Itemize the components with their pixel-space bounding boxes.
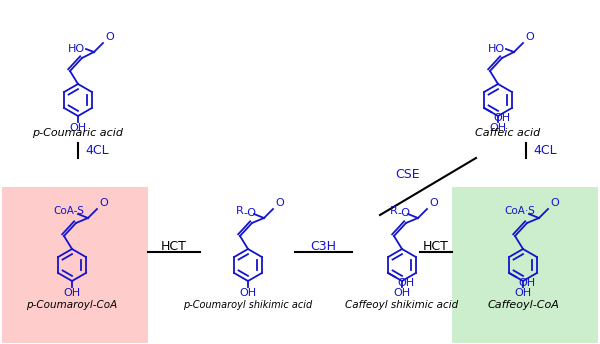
Text: OH: OH (70, 123, 86, 133)
Text: p-Coumaroyl shikimic acid: p-Coumaroyl shikimic acid (184, 300, 313, 310)
Text: O: O (275, 198, 284, 208)
Text: O: O (525, 32, 534, 42)
Text: HCT: HCT (161, 240, 187, 253)
Text: C3H: C3H (310, 240, 336, 253)
Text: R: R (236, 206, 244, 216)
Text: p-Coumaroyl-CoA: p-Coumaroyl-CoA (26, 300, 118, 310)
Text: OH: OH (397, 278, 414, 288)
Text: O: O (550, 198, 559, 208)
Text: O: O (99, 198, 108, 208)
FancyBboxPatch shape (452, 187, 598, 343)
Text: -O: -O (397, 208, 410, 218)
Text: Caffeoyl-CoA: Caffeoyl-CoA (487, 300, 559, 310)
Text: OH: OH (64, 288, 80, 298)
Text: O: O (105, 32, 114, 42)
FancyBboxPatch shape (2, 187, 148, 343)
Text: 4CL: 4CL (533, 143, 557, 157)
Text: CSE: CSE (395, 168, 421, 181)
Text: -O: -O (243, 208, 256, 218)
Text: HO: HO (68, 44, 85, 54)
Text: OH: OH (493, 113, 510, 123)
Text: OH: OH (514, 288, 532, 298)
Text: Caffeoyl shikimic acid: Caffeoyl shikimic acid (346, 300, 458, 310)
Text: O: O (429, 198, 438, 208)
Text: OH: OH (239, 288, 257, 298)
Text: R: R (390, 206, 398, 216)
Text: HO: HO (488, 44, 505, 54)
Text: CoA-S: CoA-S (53, 206, 84, 216)
Text: 4CL: 4CL (85, 143, 109, 157)
Text: CoA·S: CoA·S (504, 206, 535, 216)
Text: OH: OH (490, 123, 506, 133)
Text: Caffeic acid: Caffeic acid (475, 128, 541, 138)
Text: OH: OH (518, 278, 535, 288)
Text: OH: OH (394, 288, 410, 298)
Text: p-Coumaric acid: p-Coumaric acid (32, 128, 124, 138)
Text: HCT: HCT (423, 240, 449, 253)
